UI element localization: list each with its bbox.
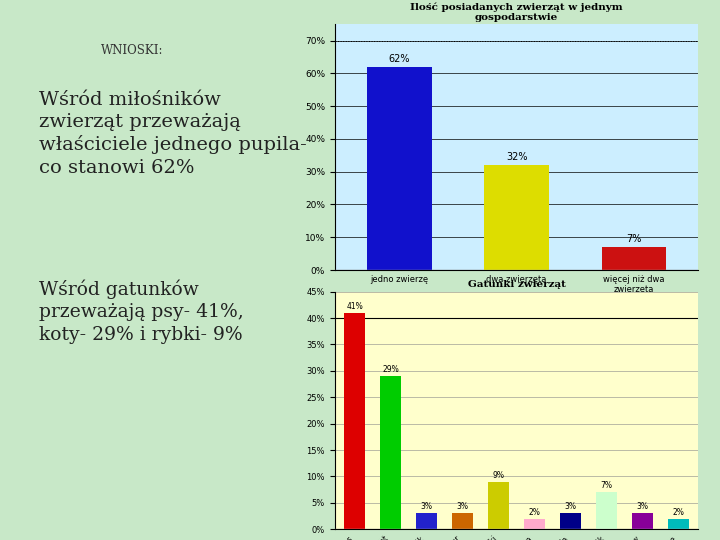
Text: 2%: 2% xyxy=(672,508,685,517)
Text: Wśród miłośników
zwierząt przeważają
właściciele jednego pupila-
co stanowi 62%: Wśród miłośników zwierząt przeważają wła… xyxy=(39,91,307,177)
Bar xyxy=(416,514,438,529)
Bar xyxy=(485,165,549,270)
Text: 2%: 2% xyxy=(528,508,541,517)
Bar xyxy=(335,529,698,535)
Title: Ilość posiadanych zwierząt w jednym
gospodarstwie: Ilość posiadanych zwierząt w jednym gosp… xyxy=(410,2,623,22)
Bar xyxy=(632,514,654,529)
Bar xyxy=(452,514,474,529)
Bar xyxy=(380,376,402,529)
Text: 3%: 3% xyxy=(456,502,469,511)
Text: 7%: 7% xyxy=(600,481,613,490)
Text: 9%: 9% xyxy=(492,470,505,480)
Text: 32%: 32% xyxy=(506,152,527,162)
Bar xyxy=(335,270,698,276)
Bar xyxy=(523,518,546,529)
Bar xyxy=(668,518,690,529)
Bar xyxy=(488,482,510,529)
Bar xyxy=(344,313,365,529)
Text: 7%: 7% xyxy=(626,234,642,244)
Text: WNIOSKI:: WNIOSKI: xyxy=(101,44,163,57)
Bar xyxy=(596,492,618,529)
Bar xyxy=(602,247,666,270)
Text: 41%: 41% xyxy=(346,302,363,310)
Title: Gatunki zwierząt: Gatunki zwierząt xyxy=(468,280,565,289)
Text: Wśród gatunków
przeważają psy- 41%,
koty- 29% i rybki- 9%: Wśród gatunków przeważają psy- 41%, koty… xyxy=(39,280,243,343)
Text: 62%: 62% xyxy=(389,53,410,64)
Text: 3%: 3% xyxy=(564,502,577,511)
Text: 3%: 3% xyxy=(420,502,433,511)
Bar xyxy=(367,67,431,270)
Text: 3%: 3% xyxy=(636,502,649,511)
Text: 29%: 29% xyxy=(382,365,399,374)
Bar xyxy=(560,514,582,529)
